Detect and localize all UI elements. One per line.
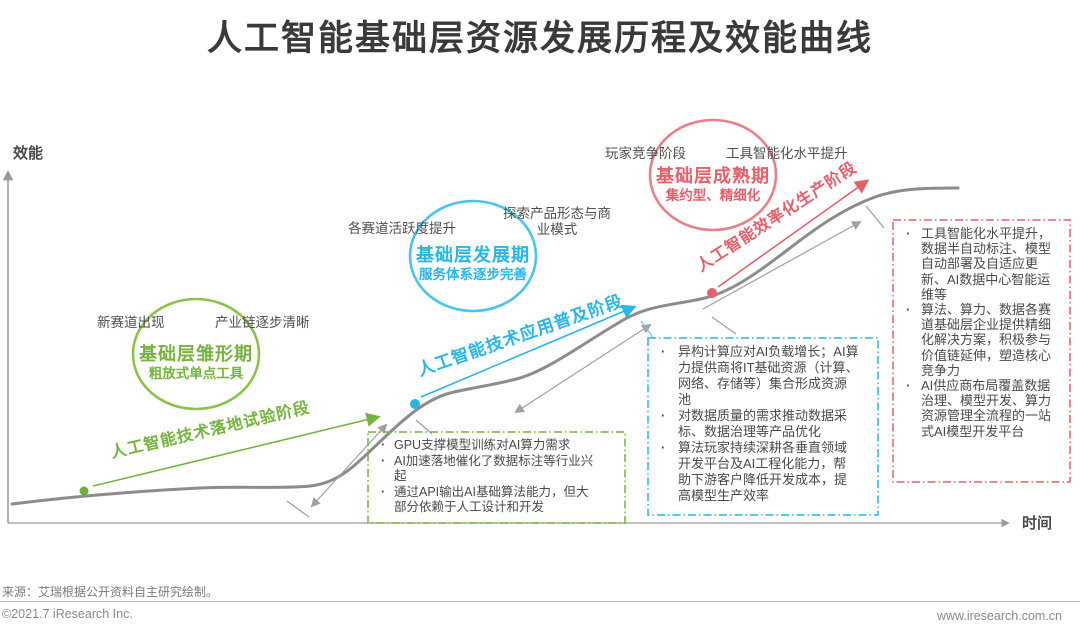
stage2-circle [408, 199, 538, 313]
bullet-item: 通过API输出AI基础算法能力，但大部分依赖于人工设计和开发 [374, 485, 619, 516]
stage3-bullet-list: 工具智能化水平提升，数据半自动标注、模型自动部署及自适应更新、AI数据中心智能运… [893, 220, 1070, 443]
stage2-bullet-box: 异构计算应对AI负载增长；AI算力提供商将IT基础资源（计算、网络、存储等）集合… [648, 338, 878, 508]
stage2-annotation-right: 探索产品形态与商业模式 [503, 206, 611, 237]
stage1-start-dot [79, 486, 89, 496]
stage2-box-border [647, 337, 879, 516]
stage3-start-dot [707, 288, 717, 298]
page-title: 人工智能基础层资源发展历程及效能曲线 [206, 19, 873, 58]
stage2-annotation-left: 各赛道活跃度提升 [348, 221, 456, 236]
bullet-item: AI加速落地催化了数据标注等行业兴起 [374, 454, 619, 485]
source-note: 来源：艾瑞根据公开资料自主研究绘制。 [2, 585, 219, 599]
stage3-annotation-left: 玩家竞争阶段 [605, 146, 686, 161]
tick-mark-1 [286, 500, 310, 518]
stage3-annotation-right: 工具智能化水平提升 [726, 146, 848, 161]
bullet-item: 异构计算应对AI负载增长；AI算力提供商将IT基础资源（计算、网络、存储等）集合… [654, 344, 872, 408]
stage3-box-border [892, 219, 1071, 483]
stage3-circle-subtitle: 集约型、精细化 [665, 188, 761, 203]
bullet-item: AI供应商布局覆盖数据治理、模型开发、算力资源管理全流程的一站式AI模型开发平台 [899, 378, 1064, 439]
x-axis-label: 时间 [1022, 515, 1053, 532]
bullet-item: 算法玩家持续深耕各垂直领域开发平台及AI工程化能力，帮助下游客户降低开发成本，提… [654, 440, 872, 504]
tick-mark-3 [711, 316, 737, 335]
y-axis-label: 效能 [13, 145, 44, 162]
stage2-phase-label: 人工智能技术应用普及阶段 [415, 291, 626, 380]
segment-arrow-2 [514, 323, 652, 414]
stage1-annotation-left: 新赛道出现 [97, 315, 165, 330]
footer-divider [0, 601, 1080, 602]
stage1-box-border [367, 431, 626, 524]
stage1-circle-subtitle: 粗放式单点工具 [148, 366, 244, 381]
stage2-circle-label: 基础层发展期 服务体系逐步完善 [398, 245, 548, 282]
stage1-annotation-right: 产业链逐步清晰 [215, 315, 310, 330]
tick-mark-2 [415, 419, 433, 435]
stage3-bullet-box: 工具智能化水平提升，数据半自动标注、模型自动部署及自适应更新、AI数据中心智能运… [893, 220, 1070, 443]
website-url: www.iresearch.com.cn [936, 609, 1062, 623]
stage2-circle-title: 基础层发展期 [416, 245, 530, 265]
stage3-circle [648, 118, 778, 232]
stage3-phase-arrow [717, 179, 870, 288]
copyright-text: ©2021.7 iResearch Inc. [2, 607, 133, 621]
stage2-circle-subtitle: 服务体系逐步完善 [419, 267, 527, 282]
stage2-start-dot [410, 399, 420, 409]
stage2-bullet-list: 异构计算应对AI负载增长；AI算力提供商将IT基础资源（计算、网络、存储等）集合… [648, 338, 878, 508]
stage1-circle-label: 基础层雏形期 粗放式单点工具 [121, 344, 271, 381]
bullet-item: 对数据质量的需求推动数据采标、数据治理等产品优化 [654, 408, 872, 440]
stage1-circle [131, 297, 261, 411]
bullet-item: 算法、算力、数据各赛道基础层企业提供精细化解决方案，积极参与价值链延伸，塑造核心… [899, 302, 1064, 378]
segment-arrow-3 [702, 221, 862, 310]
stage3-circle-title: 基础层成熟期 [656, 166, 770, 186]
tick-mark-4 [865, 205, 885, 229]
bullet-item: 工具智能化水平提升，数据半自动标注、模型自动部署及自适应更新、AI数据中心智能运… [899, 226, 1064, 302]
bullet-item: GPU支撑模型训练对AI算力需求 [374, 438, 619, 454]
stage1-bullet-box: GPU支撑模型训练对AI算力需求 AI加速落地催化了数据标注等行业兴起 通过AP… [368, 432, 625, 520]
stage1-circle-title: 基础层雏形期 [139, 344, 253, 364]
stage3-circle-label: 基础层成熟期 集约型、精细化 [638, 166, 788, 203]
blue-box-leader-line [640, 320, 655, 340]
stage1-bullet-list: GPU支撑模型训练对AI算力需求 AI加速落地催化了数据标注等行业兴起 通过AP… [368, 432, 625, 520]
